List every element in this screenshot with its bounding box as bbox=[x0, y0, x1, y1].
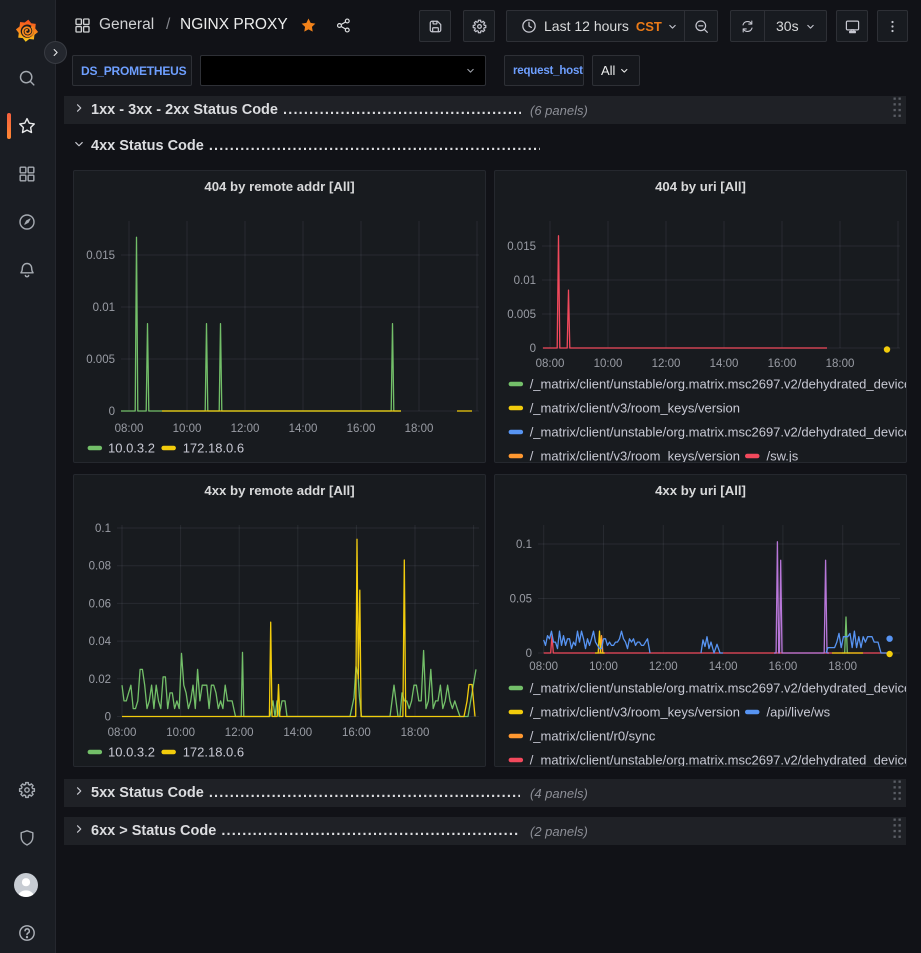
svg-text:16:00: 16:00 bbox=[347, 423, 376, 435]
svg-text:0.01: 0.01 bbox=[514, 275, 536, 287]
svg-text:0.02: 0.02 bbox=[89, 674, 111, 686]
svg-text:0.06: 0.06 bbox=[89, 598, 111, 610]
svg-text:0: 0 bbox=[530, 343, 536, 355]
svg-text:10:00: 10:00 bbox=[589, 661, 618, 673]
svg-text:10:00: 10:00 bbox=[166, 727, 195, 739]
svg-text:12:00: 12:00 bbox=[225, 727, 254, 739]
svg-text:12:00: 12:00 bbox=[231, 423, 260, 435]
svg-text:/_matrix/client/v3/room_keys/v: /_matrix/client/v3/room_keys/version bbox=[530, 449, 740, 464]
svg-text:172.18.0.6: 172.18.0.6 bbox=[183, 745, 244, 760]
svg-text:16:00: 16:00 bbox=[342, 727, 371, 739]
svg-text:0.04: 0.04 bbox=[89, 636, 112, 648]
svg-text:18:00: 18:00 bbox=[828, 661, 857, 673]
svg-text:10:00: 10:00 bbox=[594, 358, 623, 370]
svg-text:0.01: 0.01 bbox=[93, 302, 115, 314]
svg-text:0.1: 0.1 bbox=[95, 523, 111, 535]
svg-text:18:00: 18:00 bbox=[405, 423, 434, 435]
svg-text:0: 0 bbox=[526, 648, 532, 660]
svg-text:/_matrix/client/r0/sync: /_matrix/client/r0/sync bbox=[530, 729, 656, 744]
svg-text:10.0.3.2: 10.0.3.2 bbox=[108, 441, 155, 456]
svg-text:0: 0 bbox=[105, 712, 111, 724]
svg-text:/sw.js: /sw.js bbox=[767, 449, 799, 464]
svg-text:18:00: 18:00 bbox=[401, 727, 430, 739]
svg-text:0.015: 0.015 bbox=[86, 250, 115, 262]
svg-text:14:00: 14:00 bbox=[289, 423, 318, 435]
svg-text:14:00: 14:00 bbox=[709, 661, 738, 673]
svg-text:10:00: 10:00 bbox=[173, 423, 202, 435]
svg-text:/_matrix/client/unstable/org.m: /_matrix/client/unstable/org.matrix.msc2… bbox=[530, 425, 907, 440]
svg-text:/_matrix/client/v3/room_keys/v: /_matrix/client/v3/room_keys/version bbox=[530, 401, 740, 416]
svg-text:10.0.3.2: 10.0.3.2 bbox=[108, 745, 155, 760]
svg-text:/_matrix/client/unstable/org.m: /_matrix/client/unstable/org.matrix.msc2… bbox=[530, 377, 907, 392]
svg-text:0.005: 0.005 bbox=[507, 309, 536, 321]
svg-text:/_matrix/client/unstable/org.m: /_matrix/client/unstable/org.matrix.msc2… bbox=[530, 753, 907, 768]
svg-text:08:00: 08:00 bbox=[115, 423, 144, 435]
svg-text:0.08: 0.08 bbox=[89, 561, 111, 573]
svg-text:/_matrix/client/unstable/org.m: /_matrix/client/unstable/org.matrix.msc2… bbox=[530, 681, 907, 696]
svg-text:0.005: 0.005 bbox=[86, 354, 115, 366]
svg-text:/_matrix/client/v3/room_keys/v: /_matrix/client/v3/room_keys/version bbox=[530, 705, 740, 720]
svg-text:16:00: 16:00 bbox=[769, 661, 798, 673]
svg-text:14:00: 14:00 bbox=[710, 358, 739, 370]
svg-text:08:00: 08:00 bbox=[108, 727, 137, 739]
svg-text:0.015: 0.015 bbox=[507, 241, 536, 253]
svg-text:/api/live/ws: /api/live/ws bbox=[767, 705, 831, 720]
svg-text:08:00: 08:00 bbox=[536, 358, 565, 370]
svg-text:0.05: 0.05 bbox=[510, 594, 532, 606]
svg-text:0: 0 bbox=[109, 406, 115, 418]
svg-text:08:00: 08:00 bbox=[529, 661, 558, 673]
svg-text:172.18.0.6: 172.18.0.6 bbox=[183, 441, 244, 456]
svg-text:14:00: 14:00 bbox=[283, 727, 312, 739]
svg-text:16:00: 16:00 bbox=[768, 358, 797, 370]
svg-text:0.1: 0.1 bbox=[516, 539, 532, 551]
svg-text:12:00: 12:00 bbox=[649, 661, 678, 673]
svg-text:18:00: 18:00 bbox=[826, 358, 855, 370]
svg-text:12:00: 12:00 bbox=[652, 358, 681, 370]
